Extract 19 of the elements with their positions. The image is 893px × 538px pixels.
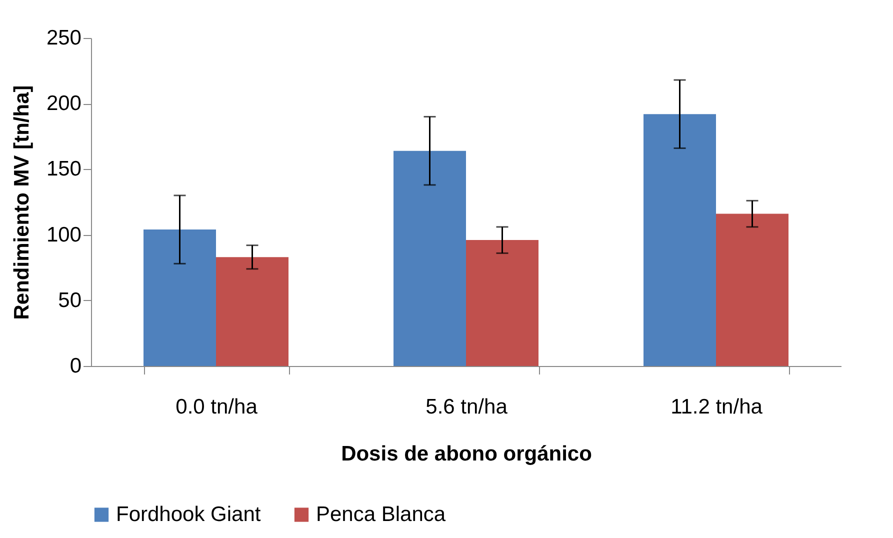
bar (144, 230, 216, 366)
legend-label: Penca Blanca (316, 502, 446, 526)
legend-label: Fordhook Giant (116, 502, 261, 526)
bar (394, 150, 466, 366)
y-tick-label: 100 (46, 223, 82, 246)
x-tick-label: 0.0 tn/ha (176, 396, 258, 418)
y-tick-label: 50 (58, 288, 82, 312)
bar (466, 240, 538, 366)
x-axis-title: Dosis de abono orgánico (341, 442, 592, 466)
y-tick-label: 150 (46, 158, 82, 181)
y-tick-label: 250 (46, 26, 82, 50)
bar (216, 257, 288, 366)
y-tick-label: 0 (70, 354, 82, 378)
x-tick-label: 5.6 tn/ha (426, 396, 508, 418)
bar (716, 214, 788, 366)
bar (644, 114, 716, 366)
x-tick-label: 11.2 tn/ha (670, 396, 763, 418)
y-tick-label: 200 (46, 92, 82, 116)
y-axis-title: Rendimiento MV [tn/ha] (10, 85, 34, 320)
